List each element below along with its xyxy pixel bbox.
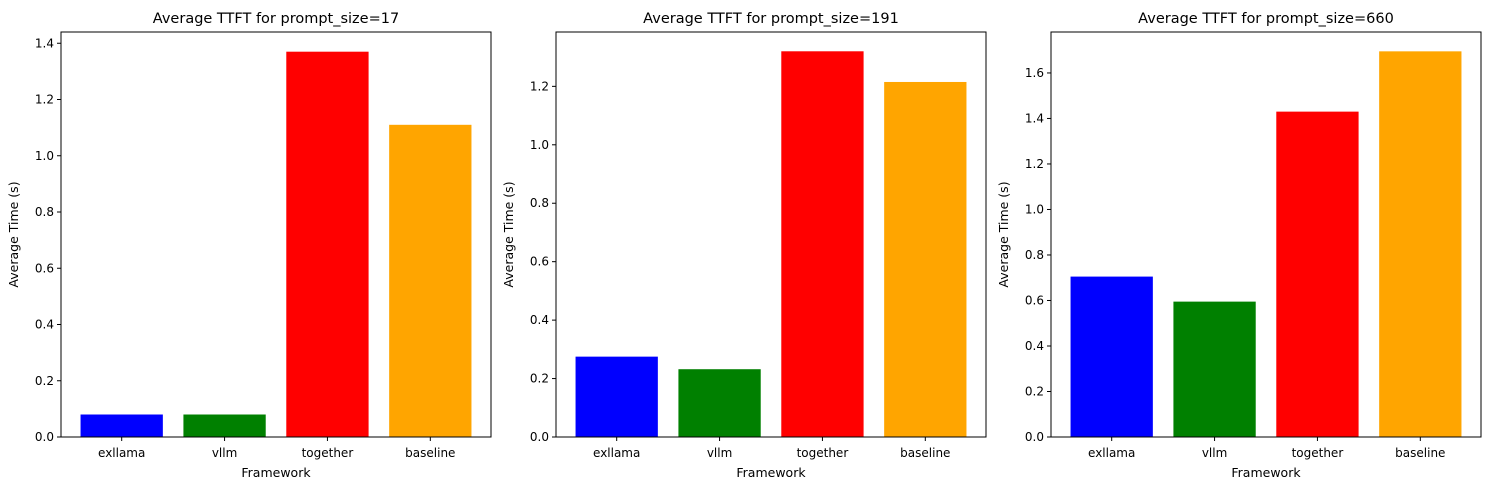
x-tick-label: baseline bbox=[900, 446, 950, 460]
axes-frame bbox=[555, 31, 987, 438]
y-tick-label: 1.0 bbox=[530, 138, 549, 152]
bar-baseline bbox=[389, 124, 472, 437]
bar-exllama bbox=[1070, 276, 1153, 437]
y-tick-label: 0.0 bbox=[530, 430, 549, 444]
bar-together bbox=[1276, 111, 1359, 437]
y-tick-label: 0.4 bbox=[530, 313, 549, 327]
x-tick-label: baseline bbox=[405, 446, 455, 460]
y-tick-label: 0.4 bbox=[1025, 339, 1044, 353]
y-tick-label: 1.0 bbox=[1025, 202, 1044, 216]
y-tick-label: 1.6 bbox=[1025, 66, 1044, 80]
y-axis-label: Average Time (s) bbox=[501, 181, 516, 287]
x-tick-label: vllm bbox=[1202, 446, 1227, 460]
x-tick-label: together bbox=[1292, 446, 1344, 460]
chart-title: Average TTFT for prompt_size=17 bbox=[153, 11, 399, 27]
y-tick-label: 0.2 bbox=[530, 372, 549, 386]
y-tick-label: 1.0 bbox=[35, 149, 54, 163]
x-tick-label: vllm bbox=[212, 446, 237, 460]
axes-frame bbox=[60, 31, 492, 438]
y-tick-label: 1.2 bbox=[35, 93, 54, 107]
bar-exllama bbox=[575, 356, 658, 437]
y-axis-label: Average Time (s) bbox=[996, 181, 1011, 287]
y-tick-label: 1.2 bbox=[1025, 157, 1044, 171]
bar-together bbox=[781, 51, 864, 437]
y-tick-label: 0.8 bbox=[1025, 248, 1044, 262]
y-tick-label: 1.4 bbox=[1025, 111, 1044, 125]
y-tick-label: 0.6 bbox=[35, 261, 54, 275]
axes-frame bbox=[1050, 31, 1482, 438]
y-axis-label: Average Time (s) bbox=[6, 181, 21, 287]
bar-vllm bbox=[678, 369, 761, 437]
y-tick-label: 1.2 bbox=[530, 79, 549, 93]
x-tick-label: together bbox=[797, 446, 849, 460]
x-tick-label: vllm bbox=[707, 446, 732, 460]
y-tick-label: 0.0 bbox=[35, 430, 54, 444]
bar-together bbox=[286, 51, 369, 437]
bar-exllama bbox=[80, 414, 163, 437]
chart-title: Average TTFT for prompt_size=660 bbox=[1138, 11, 1394, 27]
chart-panel-1: exllama vllm together baseline 0.0 0.2 0.4 0.6 0… bbox=[6, 11, 492, 480]
chart-panel-2: exllama vllm together baseline 0.0 0.2 0.4 0.6 0… bbox=[501, 11, 987, 480]
y-tick-label: 0.0 bbox=[1025, 430, 1044, 444]
x-axis-label: Framework bbox=[241, 465, 311, 480]
x-tick-label: exllama bbox=[1088, 446, 1135, 460]
y-tick-label: 0.6 bbox=[530, 255, 549, 269]
bar-baseline bbox=[884, 81, 967, 437]
bar-vllm bbox=[1173, 301, 1256, 437]
bar-vllm bbox=[183, 414, 266, 437]
chart-panel-3: exllama vllm together baseline 0.0 0.2 0.4 0.6 0… bbox=[996, 11, 1482, 480]
chart-title: Average TTFT for prompt_size=191 bbox=[643, 11, 899, 27]
x-tick-label: baseline bbox=[1395, 446, 1445, 460]
x-axis-label: Framework bbox=[736, 465, 806, 480]
y-tick-label: 1.4 bbox=[35, 36, 54, 50]
y-tick-label: 0.8 bbox=[35, 205, 54, 219]
y-tick-label: 0.2 bbox=[1025, 384, 1044, 398]
x-tick-label: together bbox=[302, 446, 354, 460]
y-tick-label: 0.4 bbox=[35, 318, 54, 332]
bar-baseline bbox=[1379, 51, 1462, 438]
y-tick-label: 0.6 bbox=[1025, 293, 1044, 307]
x-tick-label: exllama bbox=[593, 446, 640, 460]
y-tick-label: 0.2 bbox=[35, 374, 54, 388]
y-tick-label: 0.8 bbox=[530, 196, 549, 210]
x-axis-label: Framework bbox=[1231, 465, 1301, 480]
x-tick-label: exllama bbox=[98, 446, 145, 460]
